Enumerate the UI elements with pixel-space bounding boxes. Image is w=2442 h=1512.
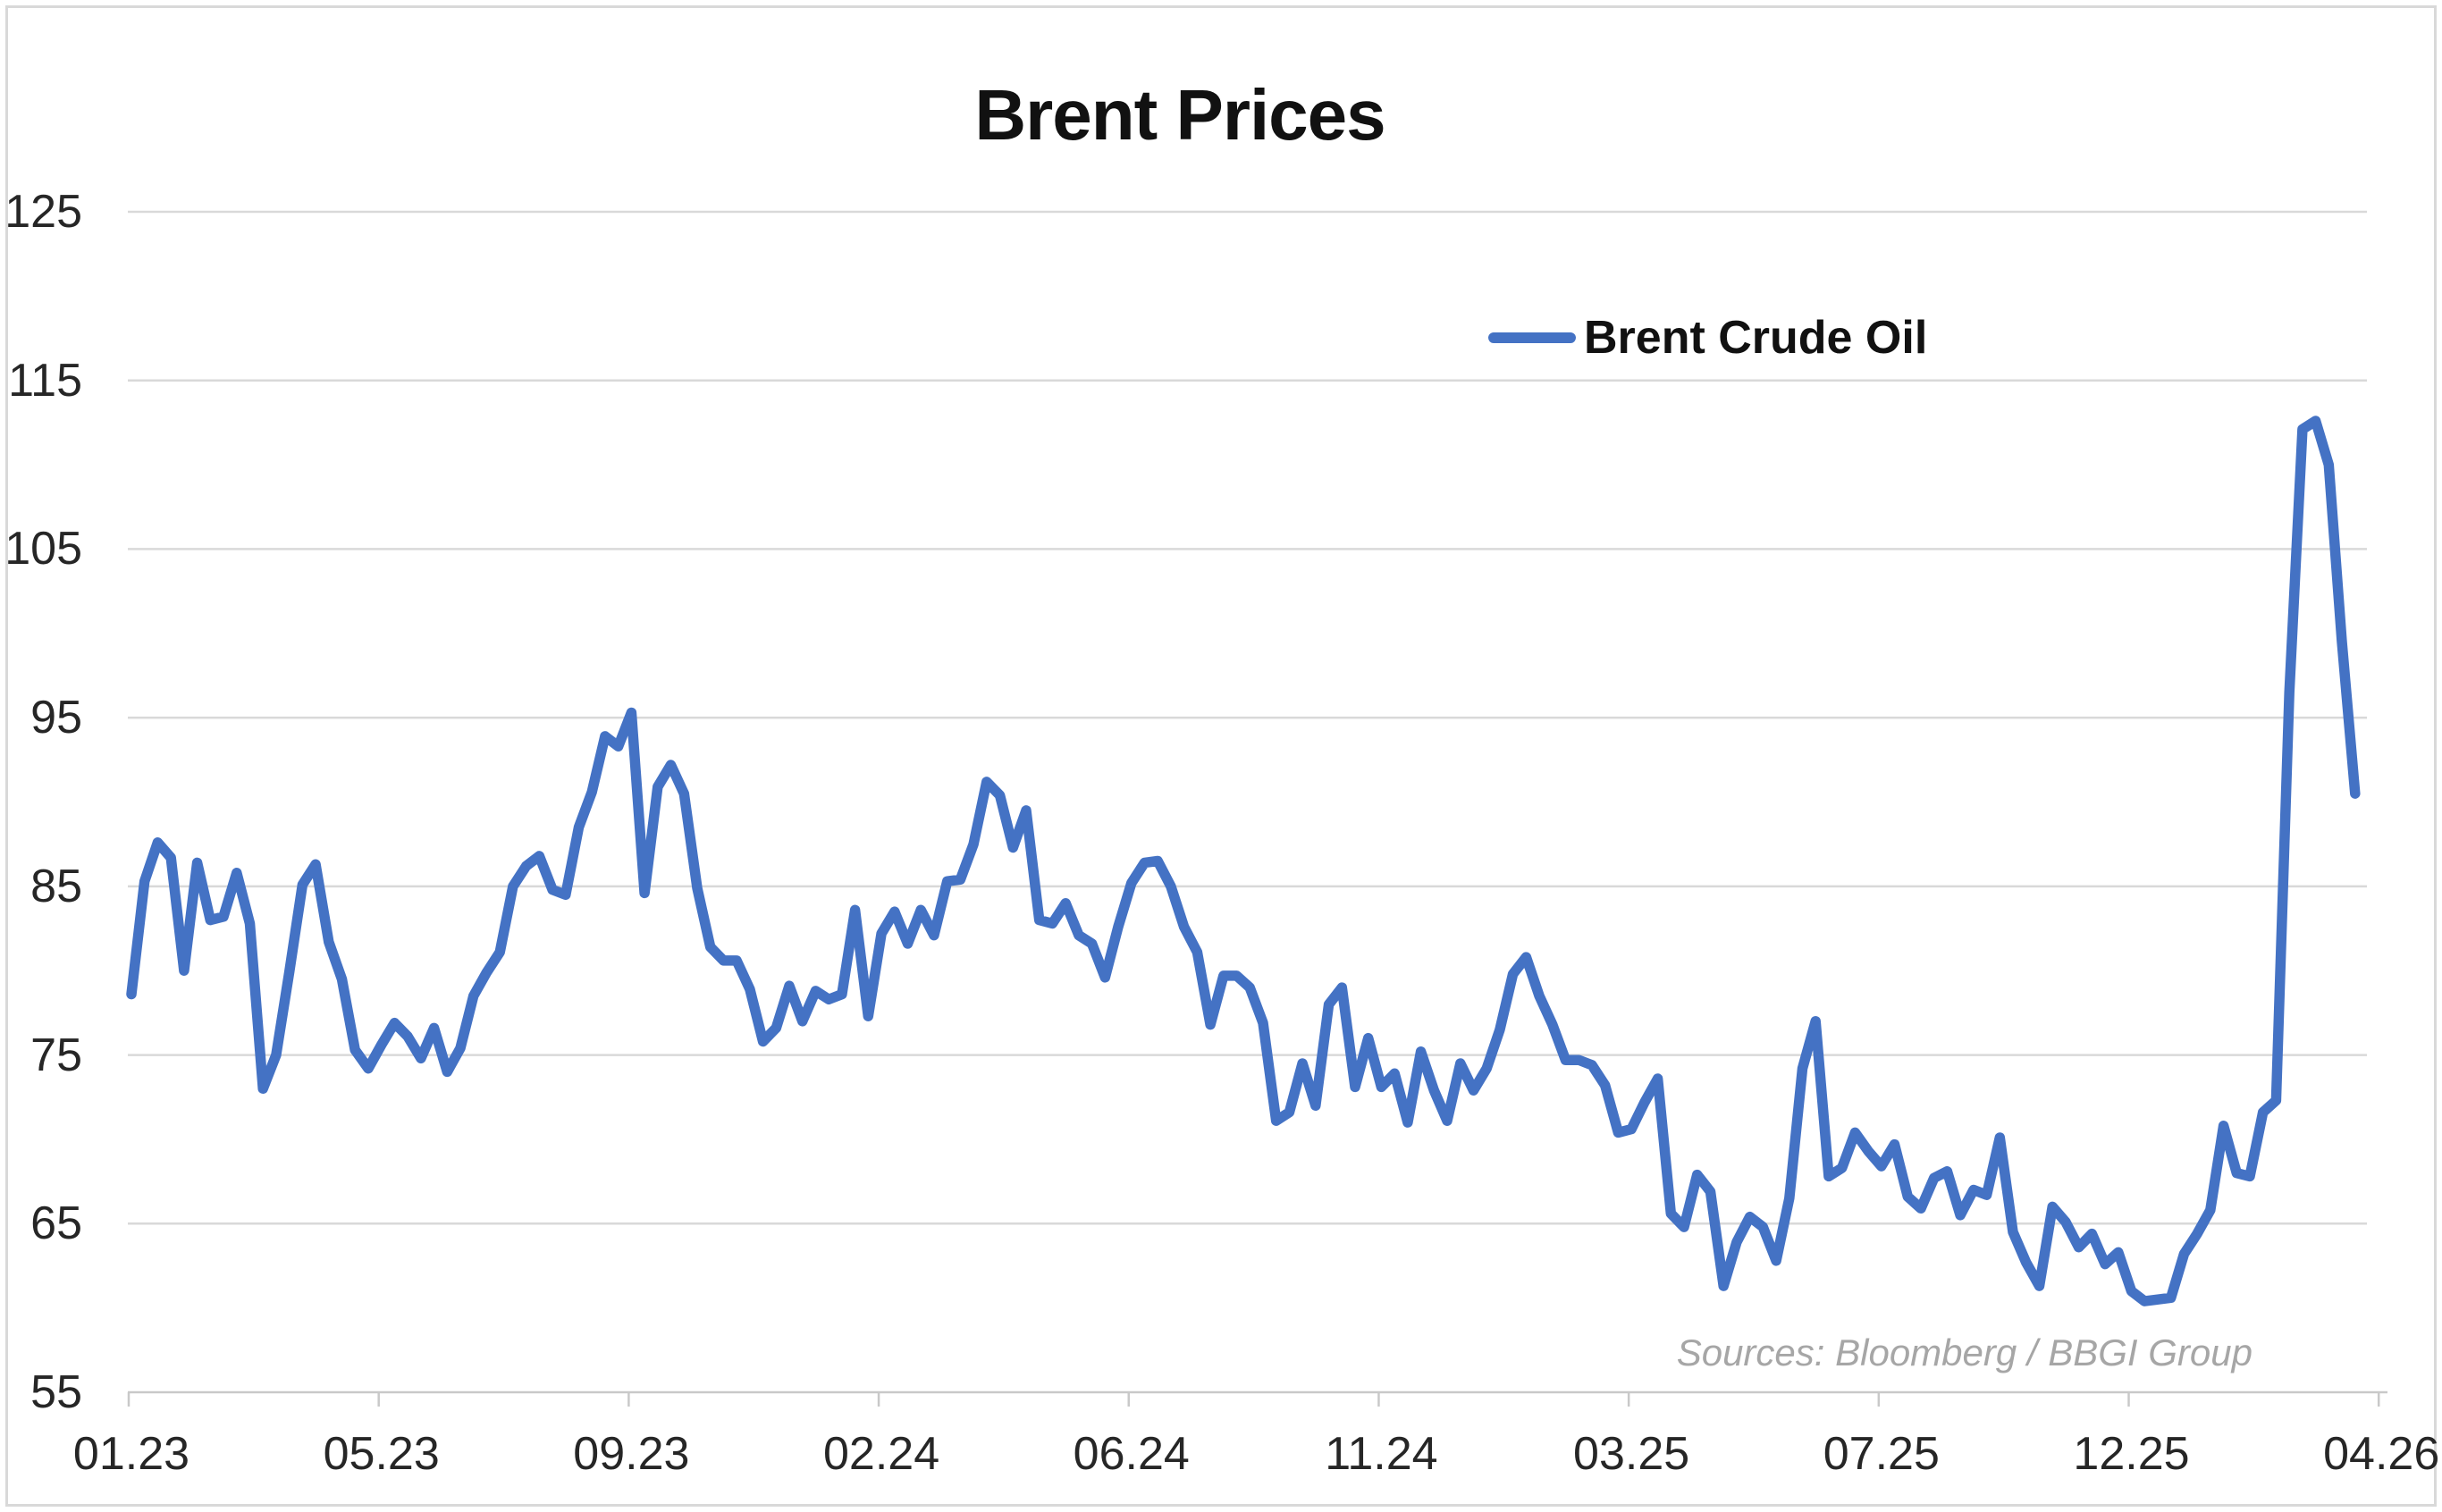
x-axis-label-03.25: 03.25 <box>1573 1428 1690 1480</box>
y-axis-label-125: 125 <box>4 186 82 238</box>
x-axis-label-07.25: 07.25 <box>1823 1428 1940 1480</box>
series-line-brent-crude-oil <box>126 416 2361 1306</box>
x-axis-label-01.23: 01.23 <box>72 1428 190 1480</box>
x-axis-label-12.25: 12.25 <box>2073 1428 2190 1480</box>
chart-title: Brent Prices <box>974 75 1385 155</box>
x-axis-label-04.26: 04.26 <box>2323 1428 2440 1480</box>
y-axis-label-115: 115 <box>8 354 82 407</box>
x-axis-label-05.23: 05.23 <box>323 1428 440 1480</box>
y-axis-label-65: 65 <box>30 1197 82 1250</box>
y-axis-label-105: 105 <box>4 523 82 575</box>
y-axis-label-85: 85 <box>30 860 82 912</box>
x-axis-label-11.24: 11.24 <box>1325 1428 1438 1480</box>
chart-outer-border <box>5 5 2437 1507</box>
x-axis-label-02.24: 02.24 <box>822 1428 940 1480</box>
y-axis-label-75: 75 <box>30 1029 82 1081</box>
x-axis-label-09.23: 09.23 <box>573 1428 690 1480</box>
legend-label: Brent Crude Oil <box>1584 312 1928 364</box>
source-note: Sources: Bloomberg / BBGI Group <box>1676 1331 2253 1373</box>
y-axis-label-95: 95 <box>30 692 82 744</box>
x-axis-label-06.24: 06.24 <box>1073 1428 1190 1480</box>
legend-line-swatch <box>1488 332 1576 343</box>
y-axis-label-55: 55 <box>30 1366 82 1418</box>
